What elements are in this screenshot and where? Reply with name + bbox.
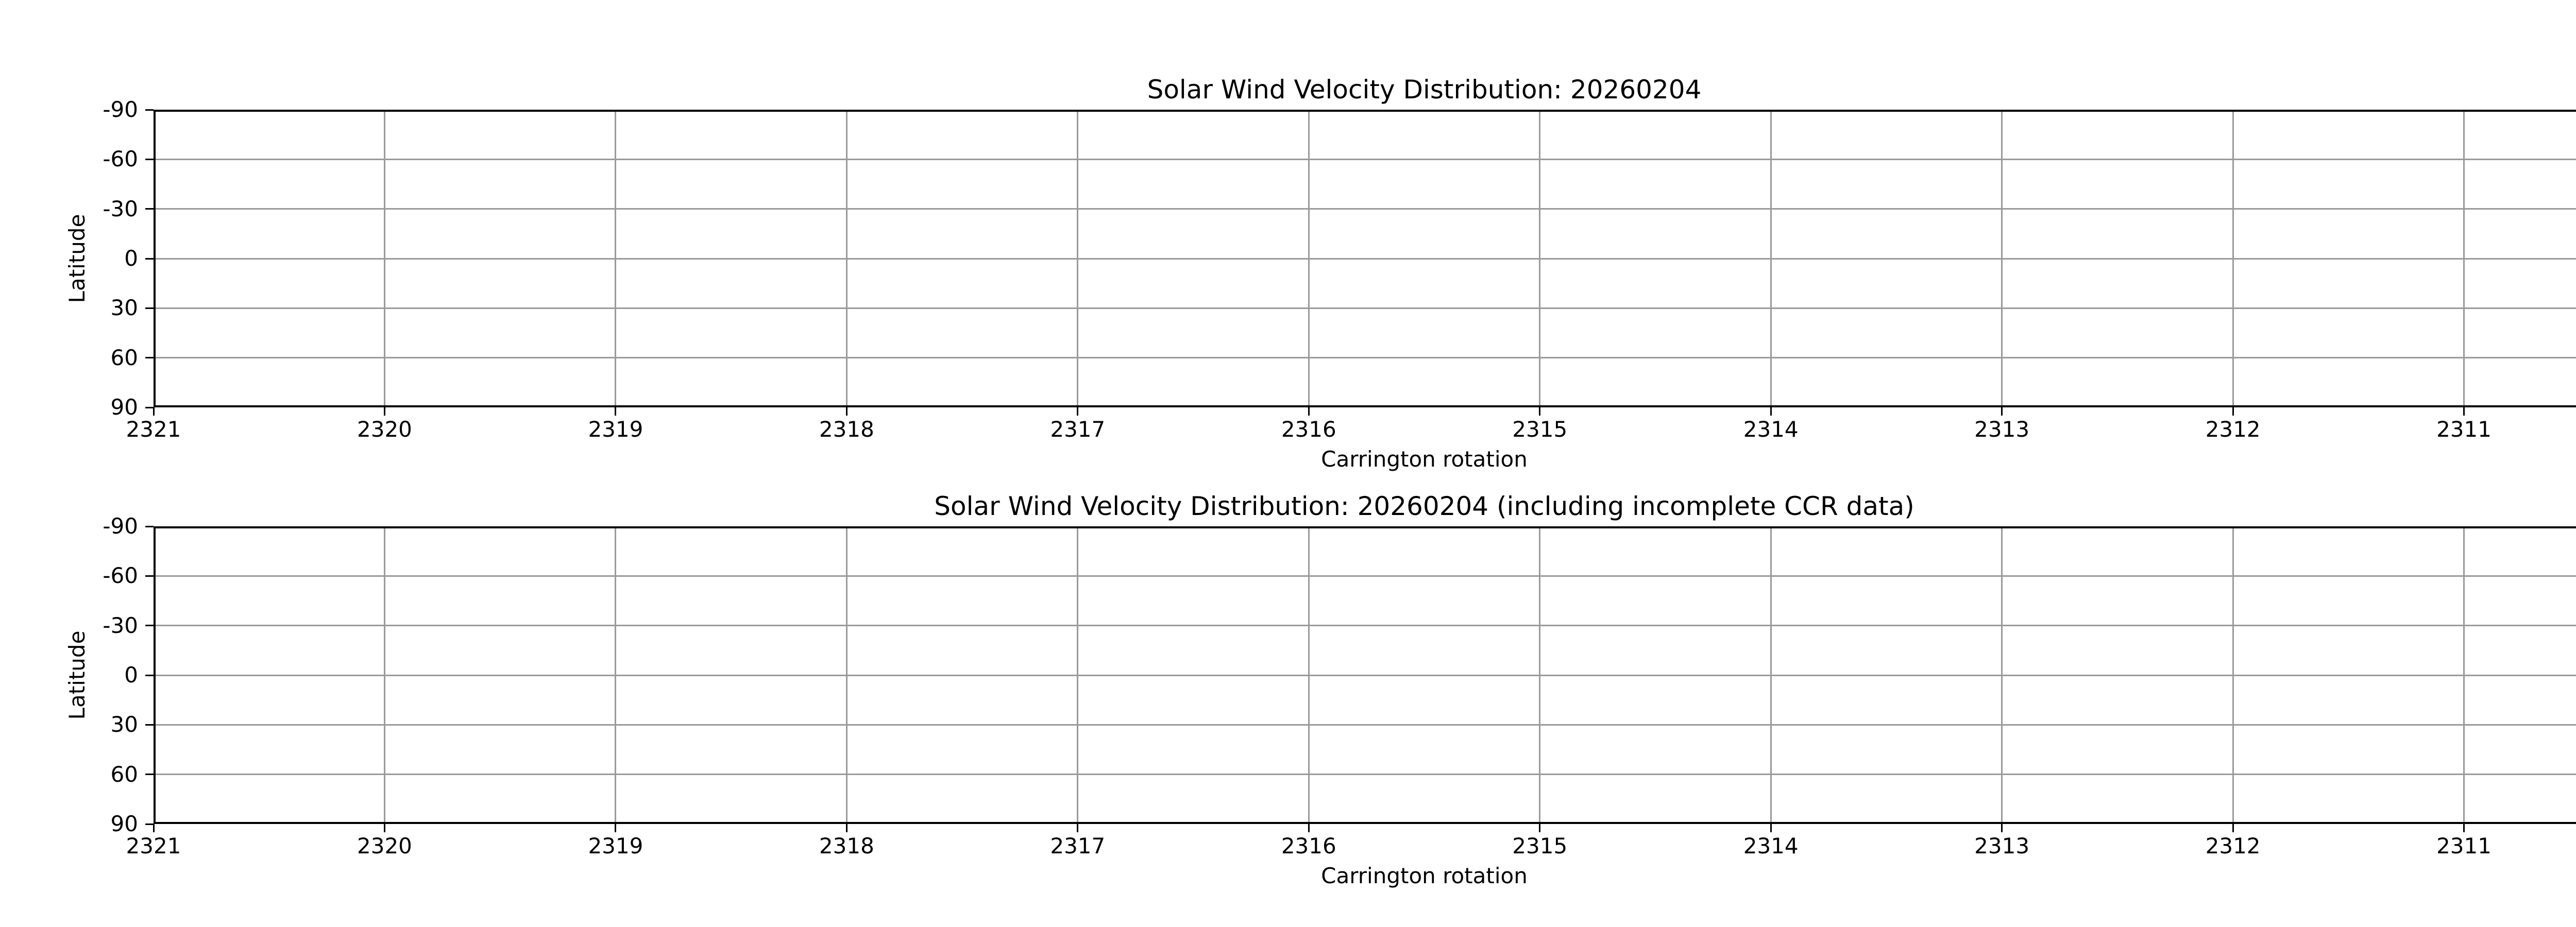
y-tick-mark — [145, 674, 154, 676]
gridline-horizontal — [154, 575, 2576, 577]
x-tick-label: 2316 — [1281, 417, 1336, 442]
gridline-horizontal — [154, 258, 2576, 260]
x-tick-mark — [1770, 824, 1772, 832]
x-tick-label: 2312 — [2205, 833, 2261, 859]
x-tick-label: 2313 — [1974, 833, 2030, 859]
bottom-plot-area — [154, 526, 2576, 824]
y-tick-mark — [145, 258, 154, 260]
x-tick-label: 2318 — [819, 417, 874, 442]
y-tick-mark — [145, 109, 154, 111]
y-tick-label: -60 — [103, 146, 138, 172]
x-tick-mark — [1539, 407, 1541, 416]
y-tick-label: 90 — [110, 394, 138, 420]
x-tick-label: 2312 — [2205, 417, 2261, 442]
y-tick-mark — [145, 307, 154, 309]
y-tick-mark — [145, 208, 154, 210]
top-x-axis-label: Carrington rotation — [1321, 447, 1528, 472]
y-tick-mark — [145, 575, 154, 577]
x-tick-mark — [1770, 407, 1772, 416]
y-tick-label: 0 — [124, 662, 138, 688]
top-plot-title: Solar Wind Velocity Distribution: 202602… — [1147, 75, 1702, 105]
x-tick-label: 2314 — [1743, 833, 1799, 859]
x-tick-mark — [845, 824, 848, 832]
y-tick-label: -90 — [103, 513, 138, 539]
x-tick-label: 2316 — [1281, 833, 1336, 859]
gridline-horizontal — [154, 774, 2576, 776]
x-tick-label: 2314 — [1743, 417, 1799, 442]
x-tick-label: 2313 — [1974, 417, 2030, 442]
x-tick-mark — [1539, 824, 1541, 832]
x-tick-mark — [2001, 407, 2003, 416]
gridline-horizontal — [154, 674, 2576, 676]
y-tick-label: 30 — [110, 295, 138, 321]
x-tick-mark — [615, 824, 617, 832]
y-tick-label: -30 — [103, 196, 138, 221]
x-tick-label: 2315 — [1512, 833, 1568, 859]
gridline-horizontal — [154, 724, 2576, 726]
x-tick-mark — [152, 824, 155, 832]
y-tick-mark — [145, 406, 154, 408]
x-tick-mark — [1077, 824, 1079, 832]
gridline-horizontal — [154, 307, 2576, 309]
gridline-horizontal — [154, 158, 2576, 160]
y-tick-mark — [145, 774, 154, 776]
x-tick-mark — [383, 824, 385, 832]
x-tick-label: 2315 — [1512, 417, 1568, 442]
x-tick-label: 2319 — [588, 833, 643, 859]
y-tick-label: 30 — [110, 712, 138, 737]
top-plot-area — [154, 110, 2576, 407]
x-tick-mark — [2463, 824, 2465, 832]
y-tick-label: 60 — [110, 345, 138, 370]
x-tick-label: 2321 — [126, 417, 181, 442]
x-tick-mark — [2232, 407, 2234, 416]
y-tick-label: 90 — [110, 811, 138, 836]
gridline-horizontal — [154, 208, 2576, 210]
x-tick-label: 2321 — [126, 833, 181, 859]
x-tick-mark — [1308, 407, 1310, 416]
x-tick-label: 2311 — [2436, 417, 2492, 442]
y-tick-mark — [145, 158, 154, 160]
x-tick-mark — [383, 407, 385, 416]
bottom-x-axis-label: Carrington rotation — [1321, 863, 1528, 888]
x-tick-mark — [845, 407, 848, 416]
y-tick-mark — [145, 625, 154, 627]
bottom-plot-title: Solar Wind Velocity Distribution: 202602… — [934, 491, 1914, 521]
x-tick-label: 2319 — [588, 417, 643, 442]
x-tick-label: 2317 — [1050, 417, 1106, 442]
x-tick-mark — [615, 407, 617, 416]
x-tick-label: 2317 — [1050, 833, 1106, 859]
y-tick-label: -90 — [103, 97, 138, 122]
bottom-y-axis-label: Latitude — [64, 630, 90, 720]
top-y-axis-label: Latitude — [64, 214, 90, 303]
y-tick-mark — [145, 525, 154, 527]
gridline-horizontal — [154, 625, 2576, 627]
x-tick-mark — [1308, 824, 1310, 832]
x-tick-mark — [2232, 824, 2234, 832]
x-tick-label: 2318 — [819, 833, 874, 859]
gridline-horizontal — [154, 357, 2576, 359]
y-tick-label: 0 — [124, 246, 138, 271]
x-tick-mark — [1077, 407, 1079, 416]
x-tick-label: 2320 — [357, 417, 412, 442]
y-tick-mark — [145, 823, 154, 825]
y-tick-mark — [145, 724, 154, 726]
y-tick-mark — [145, 357, 154, 359]
x-tick-label: 2320 — [357, 833, 412, 859]
x-tick-mark — [2001, 824, 2003, 832]
y-tick-label: -60 — [103, 563, 138, 589]
y-tick-label: 60 — [110, 761, 138, 787]
x-tick-mark — [2463, 407, 2465, 416]
y-tick-label: -30 — [103, 612, 138, 638]
x-tick-mark — [152, 407, 155, 416]
x-tick-label: 2311 — [2436, 833, 2492, 859]
